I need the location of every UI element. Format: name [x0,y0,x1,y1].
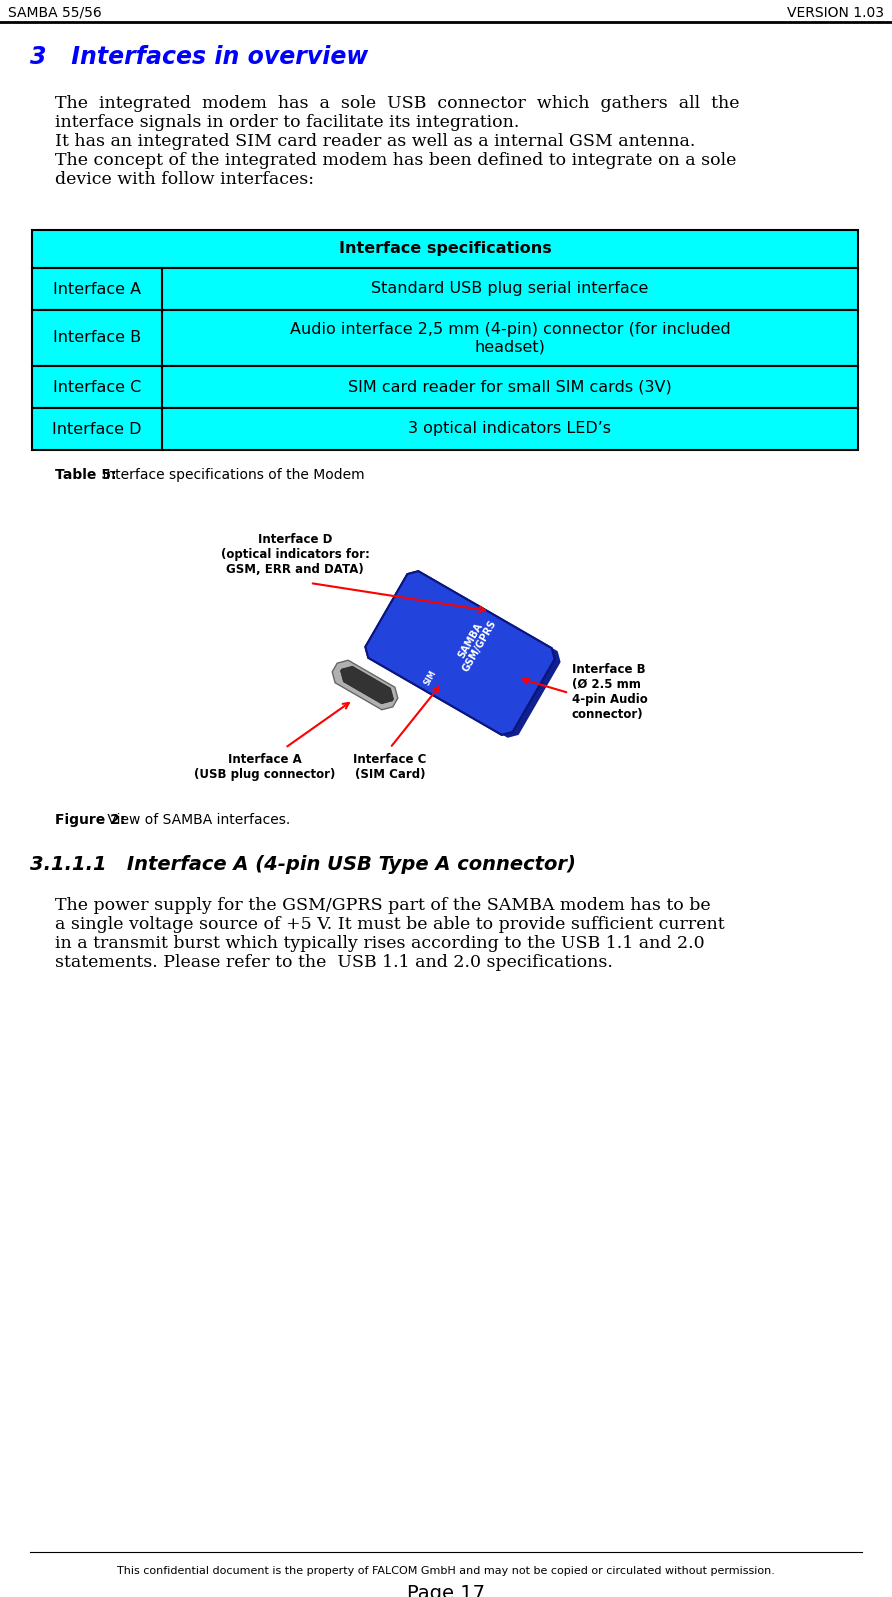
Text: It has an integrated SIM card reader as well as a internal GSM antenna.: It has an integrated SIM card reader as … [55,133,696,150]
Polygon shape [371,575,560,738]
Text: The concept of the integrated modem has been defined to integrate on a sole: The concept of the integrated modem has … [55,152,737,169]
Text: Interface B: Interface B [53,331,141,345]
Text: Interface specifications of the Modem: Interface specifications of the Modem [98,468,365,482]
Text: a single voltage source of +5 V. It must be able to provide sufficient current: a single voltage source of +5 V. It must… [55,917,724,933]
Text: Page 17: Page 17 [407,1584,485,1597]
Text: VERSION 1.03: VERSION 1.03 [787,6,884,21]
Text: This confidential document is the property of FALCOM GmbH and may not be copied : This confidential document is the proper… [117,1567,775,1576]
Text: Interface A: Interface A [53,281,141,297]
Polygon shape [341,666,393,704]
Text: 3   Interfaces in overview: 3 Interfaces in overview [30,45,368,69]
Text: statements. Please refer to the  USB 1.1 and 2.0 specifications.: statements. Please refer to the USB 1.1 … [55,953,613,971]
Text: device with follow interfaces:: device with follow interfaces: [55,171,314,188]
Text: SAMBA 55/56: SAMBA 55/56 [8,6,102,21]
Text: SAMBA
GSM/GPRS: SAMBA GSM/GPRS [451,613,499,674]
Polygon shape [332,660,398,709]
Text: SIM: SIM [422,669,438,687]
Polygon shape [366,572,555,735]
Text: Interface B
(Ø 2.5 mm
4-pin Audio
connector): Interface B (Ø 2.5 mm 4-pin Audio connec… [572,663,648,720]
Bar [32,366,858,407]
Text: Interface C
(SIM Card): Interface C (SIM Card) [353,754,426,781]
Bar [32,230,858,268]
Text: Figure 2:: Figure 2: [55,813,126,827]
Text: View of SAMBA interfaces.: View of SAMBA interfaces. [103,813,290,827]
Polygon shape [366,572,555,735]
Text: 3 optical indicators LED’s: 3 optical indicators LED’s [409,422,612,436]
Text: Interface specifications: Interface specifications [339,241,551,257]
Text: Interface D
(optical indicators for:
GSM, ERR and DATA): Interface D (optical indicators for: GSM… [220,533,369,577]
Text: interface signals in order to facilitate its integration.: interface signals in order to facilitate… [55,113,519,131]
Bar [32,310,858,366]
Bar [32,407,858,450]
Text: Audio interface 2,5 mm (4-pin) connector (for included
headset): Audio interface 2,5 mm (4-pin) connector… [290,323,731,355]
Text: The power supply for the GSM/GPRS part of the SAMBA modem has to be: The power supply for the GSM/GPRS part o… [55,898,711,913]
Text: Standard USB plug serial interface: Standard USB plug serial interface [371,281,648,297]
Text: 3.1.1.1   Interface A (4-pin USB Type A connector): 3.1.1.1 Interface A (4-pin USB Type A co… [30,854,576,874]
Bar [32,268,858,310]
Text: Table 5:: Table 5: [55,468,117,482]
Text: SIM card reader for small SIM cards (3V): SIM card reader for small SIM cards (3V) [348,380,672,394]
Text: in a transmit burst which typically rises according to the USB 1.1 and 2.0: in a transmit burst which typically rise… [55,934,705,952]
Text: Interface A
(USB plug connector): Interface A (USB plug connector) [194,754,335,781]
Text: The  integrated  modem  has  a  sole  USB  connector  which  gathers  all  the: The integrated modem has a sole USB conn… [55,94,739,112]
Text: Interface D: Interface D [53,422,142,436]
Text: Interface C: Interface C [53,380,141,394]
